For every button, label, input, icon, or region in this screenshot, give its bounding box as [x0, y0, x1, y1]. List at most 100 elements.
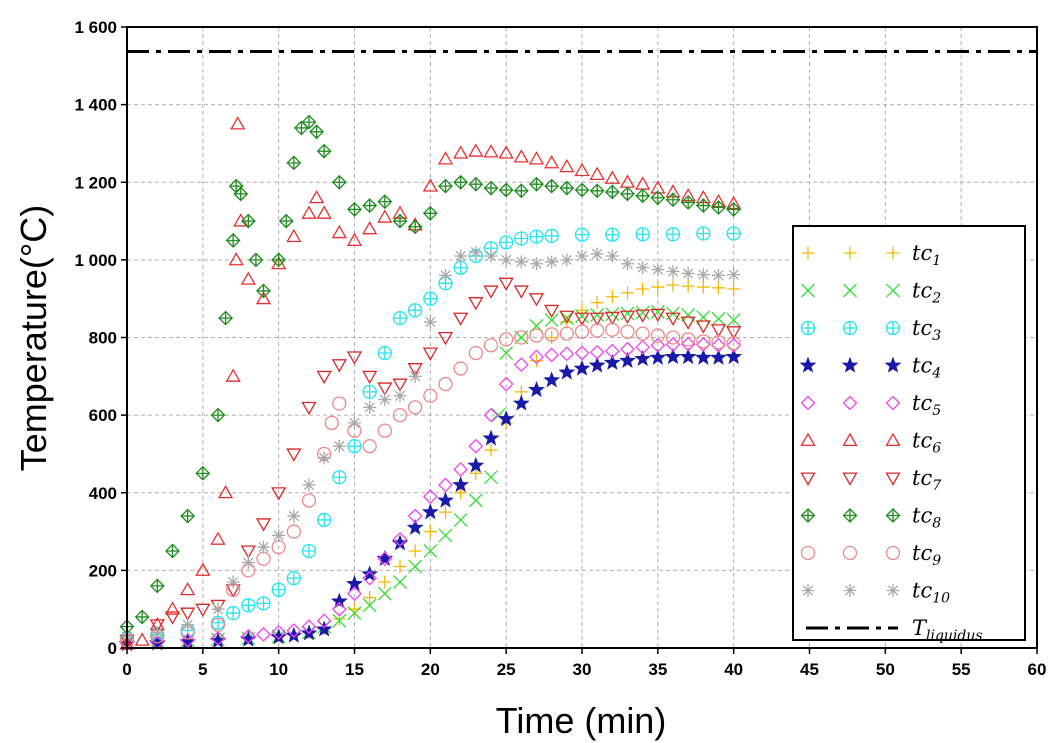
legend-marker — [801, 246, 815, 260]
data-point — [514, 231, 529, 246]
data-point — [362, 384, 377, 399]
x-tick-label: 15 — [345, 660, 364, 679]
data-point — [377, 345, 392, 361]
data-point — [437, 491, 454, 508]
data-point — [681, 308, 696, 322]
x-tick-label: 55 — [952, 660, 971, 679]
data-point — [651, 263, 665, 277]
data-point — [499, 253, 513, 267]
data-point — [574, 182, 590, 198]
data-point — [225, 233, 241, 248]
x-tick-label: 35 — [648, 660, 667, 679]
data-point — [544, 327, 559, 342]
legend-item: tc7 — [800, 466, 941, 494]
data-point — [257, 540, 270, 554]
data-point — [271, 625, 287, 640]
data-point — [286, 570, 301, 586]
legend-marker — [800, 545, 816, 561]
data-point — [513, 285, 529, 299]
data-point — [635, 305, 650, 320]
data-point — [134, 609, 150, 625]
data-point — [588, 356, 606, 373]
data-point — [483, 144, 499, 158]
data-point — [332, 470, 347, 485]
data-point — [362, 598, 377, 613]
series-tc10 — [120, 245, 741, 643]
data-point — [423, 525, 437, 539]
y-tick-label: 600 — [89, 406, 117, 425]
legend-marker — [842, 320, 858, 336]
data-point — [681, 332, 696, 347]
legend-marker — [800, 432, 816, 447]
data-point — [316, 370, 332, 385]
data-point — [649, 348, 667, 365]
data-point — [513, 183, 529, 199]
data-point — [423, 315, 437, 329]
data-point — [393, 559, 407, 573]
data-point — [407, 363, 423, 377]
data-point — [635, 188, 651, 204]
data-point — [664, 348, 682, 365]
data-point — [377, 194, 393, 210]
data-point — [149, 578, 165, 594]
data-point — [164, 601, 181, 615]
y-tick-label: 200 — [89, 561, 117, 580]
data-point — [225, 368, 241, 382]
y-tick-label: 400 — [89, 484, 117, 503]
data-point — [346, 232, 363, 246]
data-point — [575, 309, 589, 324]
data-point — [226, 605, 241, 621]
data-point — [378, 575, 392, 589]
data-point — [332, 613, 347, 628]
data-point — [423, 544, 438, 558]
data-point — [589, 183, 605, 199]
data-point — [498, 145, 514, 159]
data-point — [574, 345, 590, 361]
data-point — [603, 353, 621, 370]
data-point — [636, 261, 650, 275]
y-tick-label: 1 400 — [74, 96, 117, 115]
data-point — [497, 410, 515, 427]
x-tick-label: 30 — [573, 660, 592, 679]
data-point — [346, 351, 363, 365]
series-tc9 — [119, 322, 741, 648]
data-point — [726, 336, 741, 351]
data-point — [438, 528, 453, 543]
data-point — [711, 200, 726, 215]
data-point — [605, 307, 620, 322]
data-point — [694, 348, 712, 365]
data-point — [210, 407, 226, 423]
legend-marker — [885, 395, 901, 411]
data-point — [454, 249, 468, 263]
data-point — [575, 249, 589, 263]
legend-box — [792, 225, 1026, 641]
data-point — [422, 489, 438, 505]
data-point — [317, 512, 332, 528]
data-point — [695, 320, 711, 334]
data-point — [560, 253, 574, 267]
data-point — [452, 476, 470, 493]
legend-item: tc1 — [801, 241, 941, 269]
data-point — [575, 303, 589, 317]
data-point — [230, 116, 246, 130]
data-point — [150, 625, 164, 639]
data-point — [453, 361, 468, 376]
data-point — [195, 465, 211, 481]
data-point — [286, 155, 302, 171]
data-point — [211, 602, 225, 616]
data-point — [347, 586, 362, 602]
x-tick-label: 25 — [497, 660, 516, 679]
data-point — [180, 508, 196, 524]
data-point — [165, 543, 180, 559]
data-point — [620, 186, 635, 202]
data-point — [680, 195, 696, 210]
data-point — [393, 575, 407, 589]
data-point — [377, 586, 392, 601]
data-point — [726, 226, 741, 241]
x-tick-label: 60 — [1028, 660, 1047, 679]
legend-marker — [885, 508, 901, 523]
data-point — [393, 389, 407, 403]
y-tick-label: 1 000 — [74, 251, 117, 270]
legend-marker — [885, 432, 901, 447]
